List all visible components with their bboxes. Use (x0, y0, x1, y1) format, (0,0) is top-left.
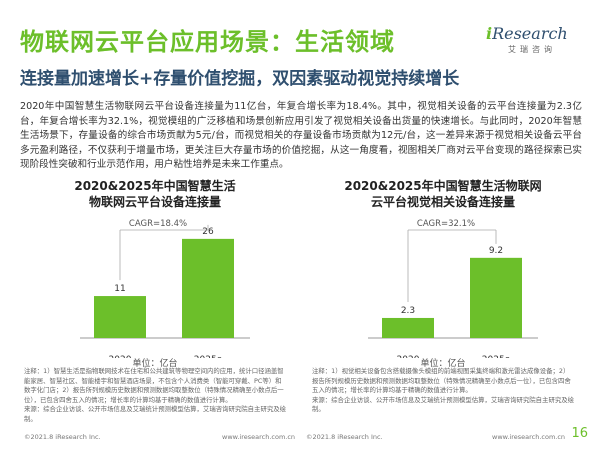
chart-right-title: 2020&2025年中国智慧生活物联网 云平台视觉相关设备连接量 (308, 178, 578, 210)
page-title: 物联网云平台应用场景：生活领域 (20, 28, 395, 56)
tick-label-2020: 2020 (109, 355, 132, 358)
chart-right-svg: 2.3 2020 9.2 2025e CAGR=32.1% (368, 219, 538, 358)
chart-left-title-line2: 物联网云平台设备连接量 (88, 195, 221, 209)
cagr-label: CAGR=18.4% (129, 219, 187, 229)
data-label-2020: 2.3 (401, 306, 415, 316)
tick-label-2020: 2020 (397, 355, 420, 358)
logo-research: Research (492, 24, 568, 43)
chart-right-unit: 单位：亿台 (420, 359, 466, 369)
bar-2020 (94, 296, 146, 338)
chart-right-title-line1: 2020&2025年中国智慧生活物联网 (344, 179, 542, 193)
logo-sub: 艾瑞咨询 (508, 45, 556, 54)
body-paragraph: 2020年中国智慧生活物联网云平台设备连接量为11亿台，年复合增长率为18.4%… (20, 101, 582, 171)
page-number: 16 (571, 426, 588, 441)
chart-left-svg: 11 2020 26 2025e CAGR=18.4% (80, 219, 250, 358)
chart-left: 2020&2025年中国智慧生活 物联网云平台设备连接量 11 2020 26 202… (20, 178, 290, 368)
note-left: 注释：1）智慧生活是指物联网技术在住宅和公共建筑等物理空间内的应用，统计口径涵盖… (24, 367, 287, 423)
chart-left-unit: 单位：亿台 (132, 359, 178, 369)
footer-copyright-left: ©2021.8 iResearch Inc. (24, 433, 101, 441)
data-label-2025e: 26 (202, 227, 214, 237)
logo-i: i (486, 24, 493, 43)
cagr-label: CAGR=32.1% (417, 219, 475, 229)
footer-site-left[interactable]: www.iresearch.com.cn (222, 433, 296, 441)
data-label-2025e: 9.2 (489, 246, 503, 256)
chart-right-title-line2: 云平台视觉相关设备连接量 (370, 195, 515, 209)
iresearch-logo: iResearch 艾瑞咨询 (486, 24, 576, 58)
bar-2025e (470, 257, 522, 338)
chart-right: 2020&2025年中国智慧生活物联网 云平台视觉相关设备连接量 2.3 2020… (308, 178, 578, 368)
page-subtitle: 连接量加速增长+存量价值挖掘，双因素驱动视觉持续增长 (20, 69, 460, 89)
data-label-2020: 11 (114, 284, 125, 294)
note-right: 注释：1）视觉相关设备包含搭载摄像头模组的前端视图采集终端和激光雷达成像设备；2… (312, 367, 575, 414)
chart-left-title: 2020&2025年中国智慧生活 物联网云平台设备连接量 (20, 178, 290, 210)
bar-2025e (182, 238, 234, 338)
tick-label-2025e: 2025e (482, 355, 511, 358)
chart-left-title-line1: 2020&2025年中国智慧生活 (74, 179, 236, 193)
footer-copyright-right: ©2021.8 iResearch Inc. (306, 433, 383, 441)
bar-2020 (382, 317, 434, 338)
footer-site-right[interactable]: www.iresearch.com.cn (492, 433, 566, 441)
tick-label-2025e: 2025e (194, 355, 223, 358)
